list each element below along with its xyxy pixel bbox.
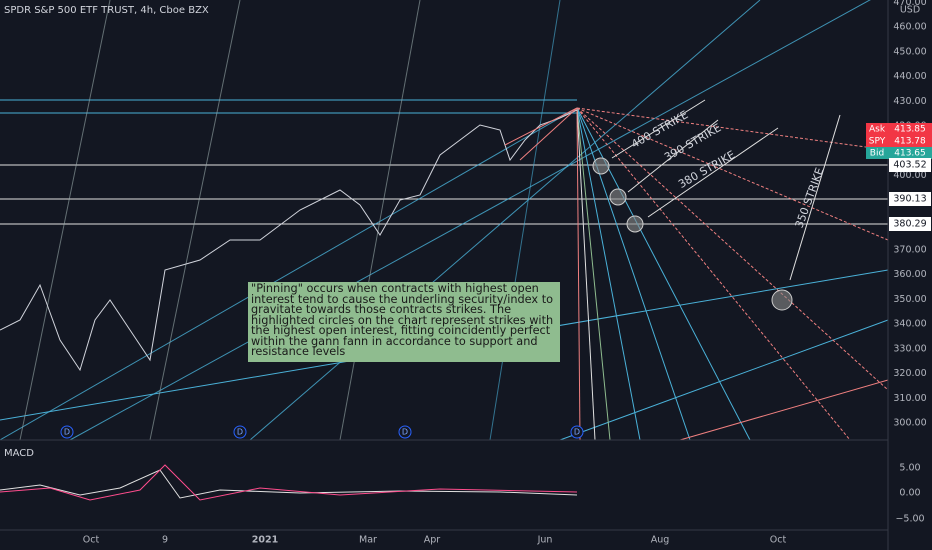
signal-line <box>0 464 578 501</box>
badge-label: Bid <box>870 149 884 159</box>
price-tick: 320.00 <box>893 368 926 379</box>
macd-tick: −5.00 <box>895 514 924 525</box>
level-badge <box>889 158 931 172</box>
time-tick: 9 <box>162 535 168 546</box>
badge-value: 413.78 <box>894 137 926 147</box>
level-value: 390.13 <box>893 194 926 205</box>
badge <box>888 123 932 135</box>
dividend-label: D <box>64 428 70 437</box>
price-tick: 470.00 <box>893 0 926 8</box>
macd-tick: 5.00 <box>899 463 920 474</box>
badge <box>866 147 888 159</box>
time-tick: Oct <box>83 535 100 546</box>
price-tick: 400.00 <box>893 170 926 181</box>
time-tick: Jun <box>537 535 553 546</box>
arrows <box>611 99 841 281</box>
badge <box>888 135 932 147</box>
time-tick: Mar <box>359 535 377 546</box>
price-tick: 460.00 <box>893 22 926 33</box>
drawings <box>0 0 889 441</box>
time-tick: Apr <box>424 535 441 546</box>
time-tick: Aug <box>651 535 670 546</box>
macd-label: MACD <box>4 448 34 459</box>
price-tick: 360.00 <box>893 269 926 280</box>
badge <box>888 147 932 159</box>
strike-label: 350 STRIKE <box>793 166 827 230</box>
strike-circles <box>592 157 793 311</box>
level-value: 403.52 <box>893 160 926 171</box>
badge-value: 413.65 <box>894 149 926 159</box>
badge-label: Ask <box>869 125 886 135</box>
price-tick: 300.00 <box>893 418 926 429</box>
level-value: 380.29 <box>893 219 926 230</box>
dividend-marker <box>233 425 247 439</box>
price-tick: 450.00 <box>893 46 926 57</box>
badge-value: 413.85 <box>894 125 926 135</box>
price-tick: 440.00 <box>893 71 926 82</box>
badge-label: SPY <box>869 137 886 147</box>
price-tick: 430.00 <box>893 96 926 107</box>
strike-label: 380 STRIKE <box>676 148 737 191</box>
macd-tick: 0.00 <box>899 488 920 499</box>
title: SPDR S&P 500 ETF TRUST, 4h, Cboe BZX <box>4 5 209 16</box>
dividend-marker <box>570 425 584 439</box>
price-tick: 340.00 <box>893 319 926 330</box>
dividend-label: D <box>574 428 580 437</box>
time-tick: Oct <box>770 535 787 546</box>
annotation: "Pinning" occurs when contracts with hig… <box>248 282 560 362</box>
dividend-marker <box>398 425 412 439</box>
price-tick: 370.00 <box>893 244 926 255</box>
price-tick: 330.00 <box>893 343 926 354</box>
badge <box>866 123 888 135</box>
level-badge <box>889 217 931 231</box>
badge <box>866 135 888 147</box>
dividend-marker <box>60 425 74 439</box>
time-tick: 2021 <box>252 535 278 546</box>
level-badge <box>889 192 931 206</box>
dividend-label: D <box>237 428 243 437</box>
price-tick: 310.00 <box>893 393 926 404</box>
macd-line <box>0 469 578 499</box>
dividend-label: D <box>402 428 408 437</box>
currency: USD <box>900 5 920 16</box>
price-tick: 350.00 <box>893 294 926 305</box>
